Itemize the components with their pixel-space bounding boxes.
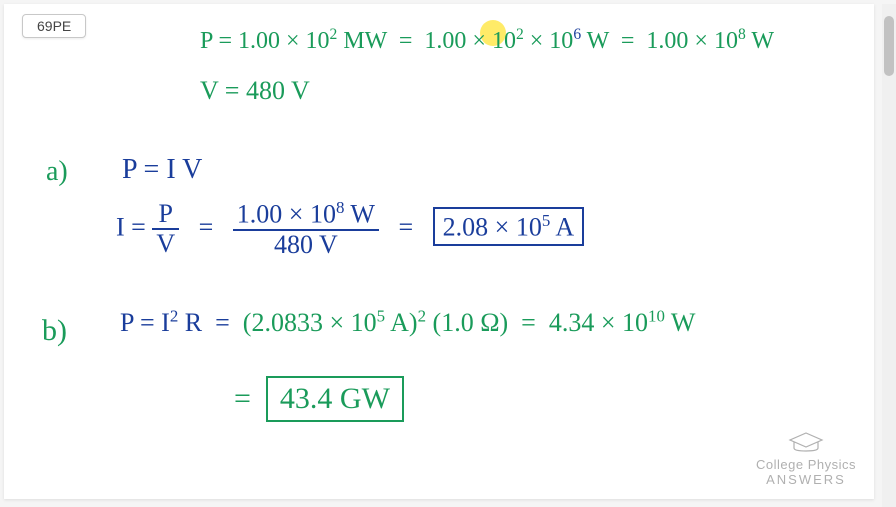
part-a-i-equals: I = (116, 212, 152, 241)
part-b-equals: = (234, 382, 258, 415)
part-a-frac1: P V (152, 200, 179, 259)
part-b-lhs: P = I2 R = (120, 308, 236, 337)
part-b-label-text: b) (42, 314, 67, 347)
part-a-eq2: I = P V = 1.00 × 108 W 480 V = 2.08 × 10… (116, 199, 584, 260)
part-a-equals: = (385, 212, 426, 241)
part-b-result-box: 43.4 GW (266, 376, 404, 422)
frac2-num: 1.00 × 108 W (233, 199, 379, 231)
problem-tag: 69PE (22, 14, 86, 38)
part-b-rhs: = 4.34 × 1010 W (515, 308, 696, 337)
frac1-num: P (152, 200, 179, 231)
part-a-mid: = (186, 212, 227, 241)
watermark-line2: ANSWERS (756, 472, 856, 487)
part-a-eq1: P = I V (122, 154, 202, 186)
part-a-result-box: 2.08 × 105 A (433, 207, 584, 247)
part-a-label: a) (46, 156, 68, 188)
part-a-label-text: a) (46, 156, 68, 187)
part-b-result: = 43.4 GW (234, 376, 404, 422)
problem-tag-text: 69PE (37, 18, 71, 34)
given-line-2: V = 480 V (200, 76, 310, 106)
part-b-label: b) (42, 314, 67, 348)
frac2-den: 480 V (233, 231, 379, 260)
given-line-1: P = 1.00 × 102 MW = 1.00 × 102 × 106 W =… (200, 26, 896, 55)
part-a-eq1-text: P = I V (122, 154, 202, 185)
watermark: College Physics ANSWERS (756, 431, 856, 487)
part-a-frac2: 1.00 × 108 W 480 V (233, 199, 379, 260)
part-b-mid: (2.0833 × 105 A)2 (1.0 Ω) (243, 308, 508, 337)
whiteboard: 69PE P = 1.00 × 102 MW = 1.00 × 102 × 10… (4, 4, 874, 499)
frac1-den: V (152, 230, 179, 259)
part-b-eq1: P = I2 R = (2.0833 × 105 A)2 (1.0 Ω) = 4… (120, 306, 695, 338)
watermark-line1: College Physics (756, 457, 856, 472)
scrollbar[interactable] (882, 4, 896, 507)
graduation-cap-icon (756, 431, 856, 457)
